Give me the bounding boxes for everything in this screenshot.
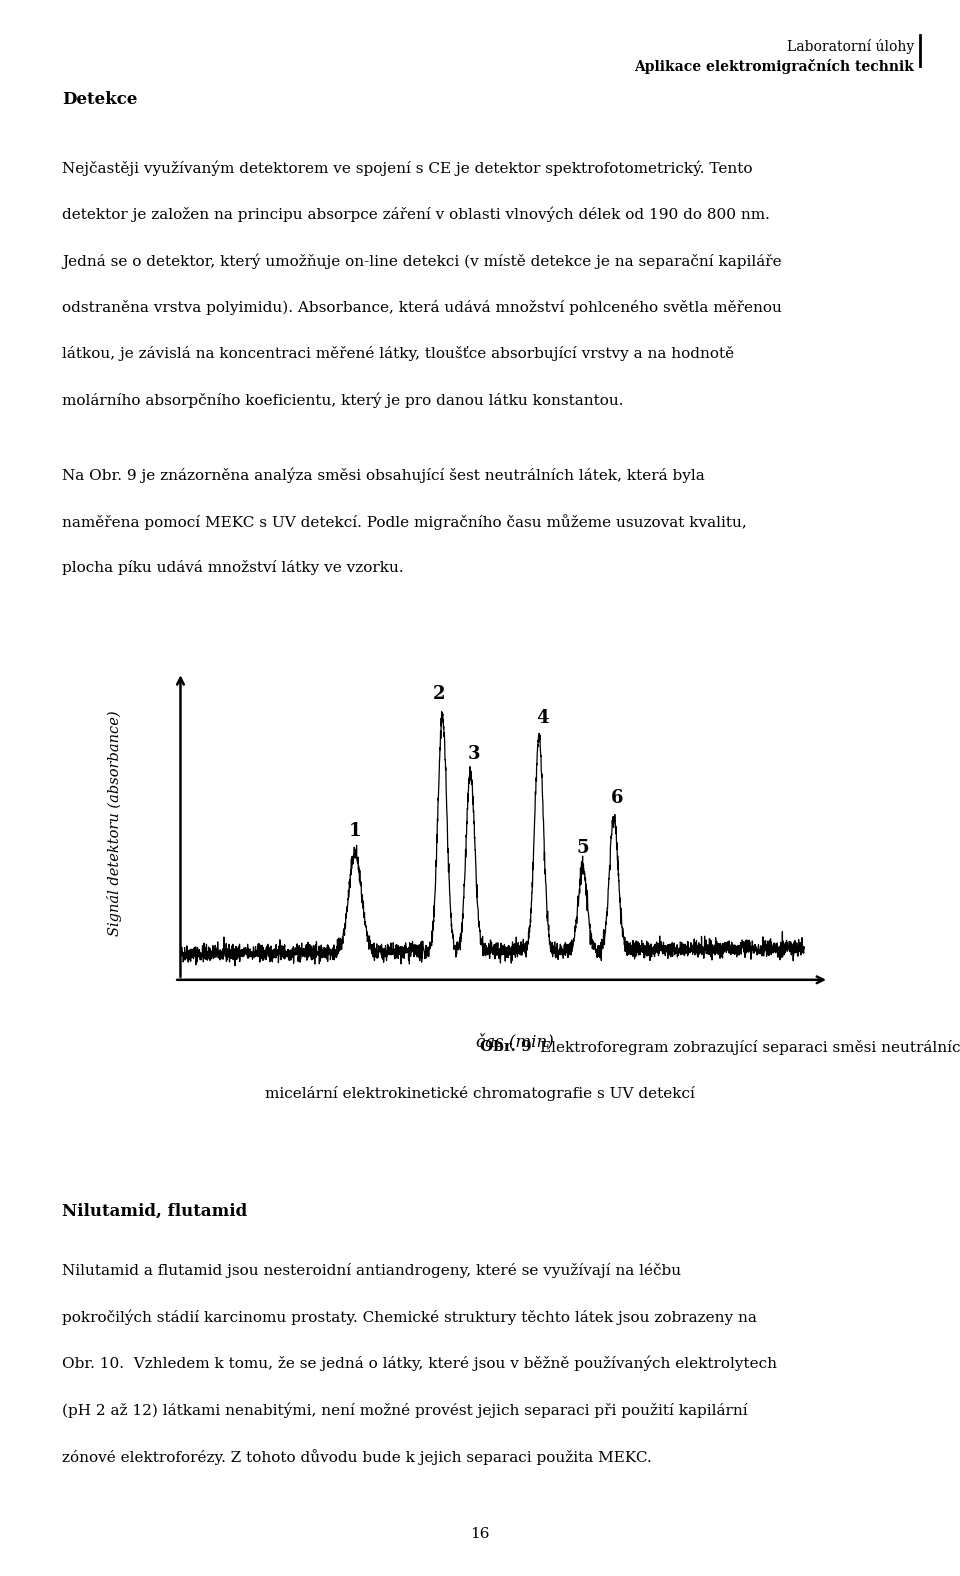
Text: 16: 16 — [470, 1527, 490, 1541]
Text: Nilutamid, flutamid: Nilutamid, flutamid — [62, 1202, 248, 1220]
Text: naměřena pomocí MEKC s UV detekcí. Podle migračního času můžeme usuzovat kvalitu: naměřena pomocí MEKC s UV detekcí. Podle… — [62, 514, 747, 530]
Text: 2: 2 — [433, 686, 445, 703]
Text: odstraněna vrstva polyimidu). Absorbance, která udává množství pohlceného světla: odstraněna vrstva polyimidu). Absorbance… — [62, 299, 782, 315]
Text: Laboratorní úlohy: Laboratorní úlohy — [786, 38, 914, 54]
Text: Signál detektoru (absorbance): Signál detektoru (absorbance) — [108, 711, 122, 936]
Text: micelární elektrokinetické chromatografie s UV detekcí: micelární elektrokinetické chromatografi… — [265, 1086, 695, 1102]
Text: 5: 5 — [576, 838, 589, 857]
Text: čas (min): čas (min) — [476, 1032, 554, 1050]
Text: pokročilých stádií karcinomu prostaty. Chemické struktury těchto látek jsou zobr: pokročilých stádií karcinomu prostaty. C… — [62, 1310, 757, 1325]
Text: 3: 3 — [468, 744, 480, 763]
Text: Nilutamid a flutamid jsou nesteroidní antiandrogeny, které se využívají na léčbu: Nilutamid a flutamid jsou nesteroidní an… — [62, 1262, 682, 1278]
Text: (pH 2 až 12) látkami nenabitými, není možné provést jejich separaci při použití : (pH 2 až 12) látkami nenabitými, není mo… — [62, 1403, 748, 1418]
Text: molárního absorpčního koeficientu, který je pro danou látku konstantou.: molárního absorpčního koeficientu, který… — [62, 392, 624, 408]
Text: Jedná se o detektor, který umožňuje on-line detekci (v místě detekce je na separ: Jedná se o detektor, který umožňuje on-l… — [62, 254, 782, 269]
Text: Nejčastěji využívaným detektorem ve spojení s CE je detektor spektrofotometrický: Nejčastěji využívaným detektorem ve spoj… — [62, 161, 753, 177]
Text: Detekce: Detekce — [62, 90, 138, 107]
Text: plocha píku udává množství látky ve vzorku.: plocha píku udává množství látky ve vzor… — [62, 559, 404, 575]
Text: Aplikace elektromigračních technik: Aplikace elektromigračních technik — [634, 58, 914, 74]
Text: 6: 6 — [611, 790, 623, 807]
Text: Na Obr. 9 je znázorněna analýza směsi obsahující šest neutrálních látek, která b: Na Obr. 9 je znázorněna analýza směsi ob… — [62, 466, 706, 482]
Text: 1: 1 — [348, 823, 361, 840]
Text: detektor je založen na principu absorpce záření v oblasti vlnových délek od 190 : detektor je založen na principu absorpce… — [62, 206, 770, 222]
Text: látkou, je závislá na koncentraci měřené látky, tloušťce absorbující vrstvy a na: látkou, je závislá na koncentraci měřené… — [62, 347, 734, 361]
Text: Obr. 10.  Vzhledem k tomu, že se jedná o látky, které jsou v běžně používaných e: Obr. 10. Vzhledem k tomu, že se jedná o … — [62, 1355, 778, 1371]
Text: 4: 4 — [536, 709, 548, 727]
Text: Obr. 9: Obr. 9 — [480, 1040, 532, 1054]
Text: Elektroforegram zobrazující separaci směsi neutrálních látek – využití: Elektroforegram zobrazující separaci smě… — [540, 1040, 960, 1054]
Text: zónové elektroforézy. Z tohoto důvodu bude k jejich separaci použita MEKC.: zónové elektroforézy. Z tohoto důvodu bu… — [62, 1448, 652, 1464]
